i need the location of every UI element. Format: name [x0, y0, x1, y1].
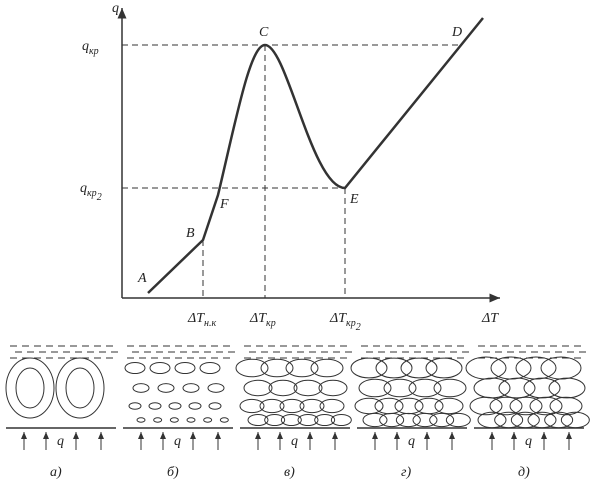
bubble [187, 418, 195, 422]
bubble [183, 384, 199, 393]
bubble [170, 418, 178, 422]
heat-label: q [174, 434, 181, 449]
bubble [125, 363, 145, 374]
bubble [175, 363, 195, 374]
panel-label: а) [50, 465, 62, 480]
bubble [204, 418, 212, 422]
bubble [470, 397, 502, 415]
bubble [545, 412, 573, 427]
bubble [189, 403, 201, 410]
bubble [129, 403, 141, 410]
bubble [261, 359, 293, 377]
panel-label: б) [167, 465, 179, 480]
point-label: C [259, 25, 269, 40]
point-label: F [219, 197, 229, 212]
bubble [491, 357, 531, 379]
bubble [541, 357, 581, 379]
bubble [549, 378, 585, 398]
bubble [359, 379, 391, 397]
bubble [200, 363, 220, 374]
heat-label: q [408, 434, 415, 449]
heat-label: q [57, 434, 64, 449]
figure: q ΔT qкр qкр2 ΔTн.к ΔTкр ΔTкр2 A B C D E… [0, 0, 595, 484]
bubble [426, 358, 462, 378]
boiling-curve [148, 18, 483, 293]
point-label: A [137, 271, 147, 286]
bubble [209, 403, 221, 410]
x-mark: ΔTкр [249, 311, 276, 329]
point-label: B [186, 226, 195, 241]
bubble [294, 380, 322, 395]
bubble [466, 357, 506, 379]
bubble [319, 380, 347, 395]
bubble [220, 418, 228, 422]
bubble [208, 384, 224, 393]
heat-label: q [291, 434, 298, 449]
bubble [286, 359, 318, 377]
panel-label: в) [284, 465, 295, 480]
bubble [236, 359, 268, 377]
vortex [16, 368, 44, 408]
x-axis-label: ΔT [481, 311, 499, 326]
graph [122, 8, 500, 298]
bubble [516, 357, 556, 379]
bubble [244, 380, 272, 395]
point-label: E [349, 192, 359, 207]
point-label: D [451, 25, 462, 40]
bubble [561, 412, 589, 427]
bubble [154, 418, 162, 422]
bubble [435, 398, 463, 413]
bubble [269, 380, 297, 395]
x-mark: ΔTн.к [187, 311, 216, 329]
bubble [150, 363, 170, 374]
bubble [409, 379, 441, 397]
heat-label: q [525, 434, 532, 449]
bubble [446, 413, 470, 426]
panels: q а) q б) q в) q г) q д) [6, 346, 589, 480]
x-mark: ΔTкр2 [329, 311, 361, 333]
bubble [133, 384, 149, 393]
bubble [384, 379, 416, 397]
bubble [169, 403, 181, 410]
y-mark: qкр2 [80, 181, 102, 203]
vortex [6, 358, 54, 418]
bubble [149, 403, 161, 410]
vortex [66, 368, 94, 408]
panel-label: д) [518, 465, 530, 480]
bubble [158, 384, 174, 393]
vortex [56, 358, 104, 418]
panel-label: г) [401, 465, 411, 480]
bubble [137, 418, 145, 422]
y-mark: qкр [82, 39, 99, 57]
y-axis-label: q [112, 1, 119, 16]
guides [122, 45, 462, 298]
bubble [434, 379, 466, 397]
bubble [311, 359, 343, 377]
